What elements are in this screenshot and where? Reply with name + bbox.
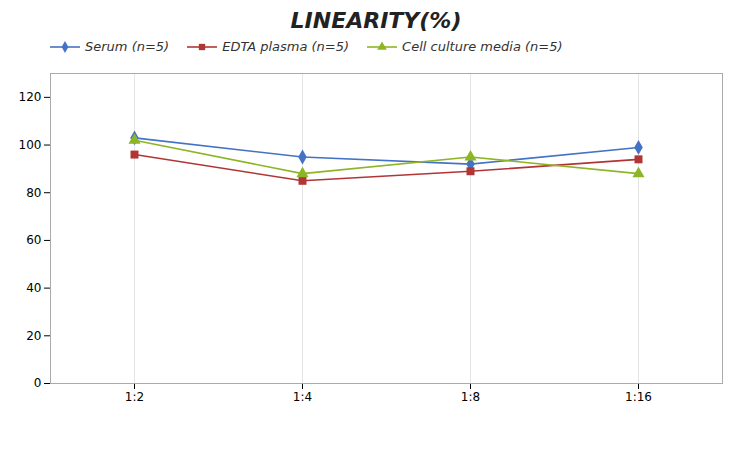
svg-text:120: 120 [19, 90, 42, 104]
html-text:EDTA plasma (n=5): EDTA plasma (n=5) [222, 39, 350, 54]
svg-text:20: 20 [26, 329, 41, 343]
svg-text:100: 100 [19, 138, 42, 152]
svg-text:60: 60 [26, 233, 41, 247]
svg-text:40: 40 [26, 281, 41, 295]
svg-text:0: 0 [34, 376, 42, 390]
svg-text:1:8: 1:8 [461, 390, 480, 404]
svg-text:1:4: 1:4 [293, 390, 312, 404]
svg-text:1:16: 1:16 [625, 390, 652, 404]
svg-text:1:2: 1:2 [125, 390, 144, 404]
html-text:Cell culture media (n=5): Cell culture media (n=5) [402, 39, 563, 54]
svg-text:80: 80 [26, 186, 41, 200]
html-text:Serum (n=5): Serum (n=5) [85, 39, 170, 54]
html-text:LINEARITY(%): LINEARITY(%) [290, 8, 462, 33]
